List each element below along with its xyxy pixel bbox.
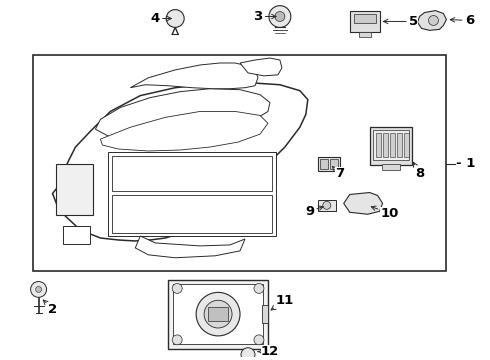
Bar — [63, 226, 91, 244]
Polygon shape — [135, 236, 245, 258]
Bar — [318, 157, 340, 171]
Bar — [318, 201, 336, 211]
Bar — [330, 159, 338, 169]
Circle shape — [275, 12, 285, 22]
Bar — [354, 14, 376, 23]
Bar — [55, 164, 94, 215]
Circle shape — [30, 282, 47, 297]
Text: 12: 12 — [258, 345, 279, 358]
Bar — [396, 133, 401, 157]
Bar — [350, 10, 380, 32]
Text: 2: 2 — [43, 300, 57, 316]
Polygon shape — [100, 112, 268, 151]
Text: - 1: - 1 — [456, 157, 476, 170]
Bar — [382, 164, 399, 170]
Polygon shape — [52, 83, 308, 241]
Text: 8: 8 — [414, 162, 424, 180]
Polygon shape — [96, 89, 270, 139]
Bar — [168, 279, 268, 349]
Circle shape — [172, 335, 182, 345]
Bar — [112, 156, 272, 190]
Bar — [112, 195, 272, 233]
Polygon shape — [240, 58, 282, 76]
Bar — [173, 284, 263, 344]
Circle shape — [428, 15, 439, 26]
Circle shape — [204, 300, 232, 328]
Text: 11: 11 — [271, 294, 294, 310]
Circle shape — [241, 348, 255, 360]
Bar — [372, 130, 409, 160]
Bar — [108, 152, 276, 236]
Circle shape — [196, 292, 240, 336]
Bar — [208, 307, 228, 321]
Bar — [369, 127, 412, 165]
Text: 9: 9 — [305, 205, 323, 218]
Circle shape — [166, 10, 184, 27]
Bar — [390, 133, 394, 157]
Bar — [404, 133, 409, 157]
Bar — [33, 55, 446, 271]
Bar — [359, 32, 370, 37]
Circle shape — [254, 335, 264, 345]
Text: 3: 3 — [253, 10, 276, 23]
Text: 10: 10 — [371, 206, 399, 220]
Polygon shape — [130, 63, 258, 89]
Text: 5: 5 — [384, 15, 418, 28]
Bar — [320, 159, 328, 169]
Text: 4: 4 — [150, 12, 172, 25]
Circle shape — [172, 283, 182, 293]
Text: 7: 7 — [333, 167, 344, 180]
Circle shape — [323, 201, 331, 209]
Circle shape — [254, 283, 264, 293]
Bar — [376, 133, 381, 157]
Circle shape — [269, 6, 291, 27]
Text: 6: 6 — [450, 14, 474, 27]
Bar — [383, 133, 388, 157]
Circle shape — [36, 287, 42, 292]
Bar — [262, 305, 268, 323]
Polygon shape — [343, 193, 383, 214]
Polygon shape — [417, 10, 446, 30]
